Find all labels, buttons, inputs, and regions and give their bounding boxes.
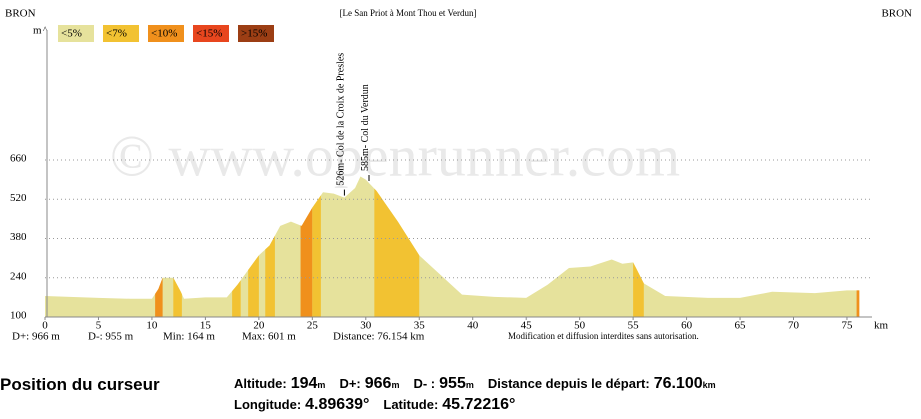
- legend-label: <7%: [106, 28, 127, 40]
- x-tick-label: 5: [96, 320, 102, 332]
- gradient-band: [232, 280, 241, 317]
- legend-label: <10%: [151, 28, 177, 40]
- x-tick-label: 40: [467, 320, 479, 332]
- gradient-band: [155, 277, 163, 317]
- chart-title: [Le San Priot à Mont Thou et Verdun]: [340, 8, 477, 18]
- field-label: D+:: [339, 376, 361, 391]
- start-label: BRON: [5, 8, 36, 20]
- field-label: Latitude:: [383, 397, 439, 412]
- gradient-band: [374, 188, 420, 317]
- legend-swatch: [238, 25, 274, 42]
- stat: Max: 601 m: [242, 331, 296, 343]
- field-unit: m: [317, 380, 326, 390]
- cursor-title: Position du curseur: [0, 375, 160, 394]
- x-tick-label: 15: [200, 320, 212, 332]
- x-tick-label: 45: [521, 320, 533, 332]
- x-tick-label: 0: [42, 320, 48, 332]
- annotation: 526m- Col de la Croix de Presles: [335, 53, 346, 186]
- legend-label: >15%: [241, 28, 267, 40]
- y-tick-label: 240: [10, 270, 27, 282]
- gradient-band: [265, 235, 275, 317]
- cursor-field: Altitude: 194m: [234, 375, 325, 393]
- x-unit: km: [874, 320, 889, 332]
- field-value: 4.89639°: [305, 396, 370, 413]
- field-unit: m: [465, 380, 474, 390]
- x-tick-label: 35: [414, 320, 426, 332]
- field-value: 194: [290, 375, 318, 392]
- notice: Modification et diffusion interdites san…: [508, 331, 699, 341]
- cursor-field: D- :955m: [413, 375, 473, 393]
- x-tick-label: 25: [307, 320, 319, 332]
- gradient-band: [248, 255, 259, 317]
- x-tick-label: 55: [628, 320, 640, 332]
- gradient-band: [633, 262, 644, 317]
- legend-swatch: [193, 25, 229, 42]
- gradient-band: [300, 207, 313, 317]
- y-unit: m: [33, 25, 42, 37]
- y-tick-label: 100: [10, 310, 27, 322]
- field-label: Distance depuis le départ:: [487, 376, 650, 391]
- gradient-band: [856, 290, 860, 317]
- gradient-band: [312, 195, 321, 317]
- x-tick-label: 65: [735, 320, 747, 332]
- stat: Min: 164 m: [163, 331, 215, 343]
- field-unit: m: [391, 380, 400, 390]
- legend-swatch: [148, 25, 184, 42]
- y-tick-label: 380: [10, 231, 27, 243]
- cursor-row: Altitude: 194m D+: 966m D- :955m Distance dep…: [234, 375, 716, 393]
- stat: D-: 955 m: [88, 331, 134, 343]
- gradient-band: [173, 277, 182, 317]
- x-tick-label: 30: [360, 320, 372, 332]
- field-label: Altitude:: [234, 376, 287, 391]
- end-label: BRON: [881, 8, 912, 20]
- chart: BRON BRON [Le San Priot à Mont Thou et Ver…: [5, 8, 912, 343]
- cursor-panel: Position du curseur Altitude: 194m D+: 966m…: [0, 372, 921, 419]
- x-tick-label: 70: [788, 320, 800, 332]
- annotation: 585m- Col du Verdun: [360, 84, 371, 171]
- field-value: 76.100: [653, 375, 703, 392]
- cursor-field: Latitude: 45.72216°: [383, 396, 515, 414]
- field-value: 45.72216°: [442, 396, 516, 413]
- field-value: 966: [364, 375, 392, 392]
- elevation-area: [45, 176, 860, 317]
- field-label: Longitude:: [234, 397, 302, 412]
- legend-swatch: [58, 25, 94, 42]
- cursor-field: D+: 966m: [339, 375, 399, 393]
- x-tick-label: 60: [681, 320, 693, 332]
- field-unit: km: [702, 380, 716, 390]
- legend-swatch: [103, 25, 139, 42]
- x-tick-label: 20: [253, 320, 265, 332]
- x-tick-label: 75: [841, 320, 853, 332]
- y-tick-label: 520: [10, 192, 27, 204]
- cursor-row: Longitude: 4.89639° Latitude: 45.72216°: [234, 396, 515, 414]
- stat: Distance: 76.154 km: [333, 331, 425, 343]
- watermark: © www.openrunner.com: [110, 123, 680, 188]
- x-tick-label: 10: [146, 320, 158, 332]
- field-label: D- :: [413, 376, 436, 391]
- y-arrow: ^: [43, 25, 48, 35]
- legend-label: <15%: [196, 28, 222, 40]
- cursor-field: Longitude: 4.89639°: [234, 396, 369, 414]
- stat: D+: 966 m: [12, 331, 60, 343]
- x-tick-label: 50: [574, 320, 586, 332]
- legend-label: <5%: [61, 28, 82, 40]
- y-tick-label: 660: [10, 153, 27, 165]
- field-value: 955: [439, 375, 466, 392]
- cursor-field: Distance depuis le départ: 76.100km: [488, 375, 716, 393]
